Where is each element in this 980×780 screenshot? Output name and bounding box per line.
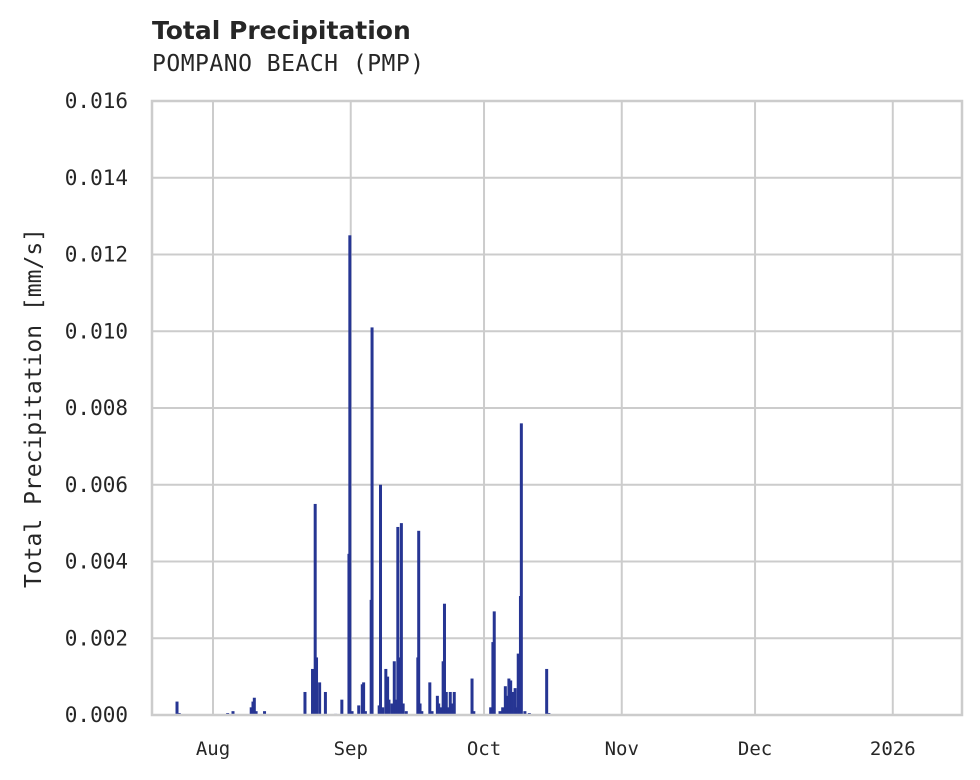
precipitation-bar — [315, 657, 319, 715]
precipitation-bar — [357, 705, 361, 715]
gridlines — [152, 101, 962, 715]
plot-frame — [150, 99, 964, 717]
precipitation-bar — [323, 691, 327, 715]
x-tick-label: Aug — [196, 738, 230, 760]
y-tick-label: 0.014 — [65, 166, 128, 190]
chart-subtitle: POMPANO BEACH (PMP) — [152, 51, 425, 77]
y-tick-label: 0.010 — [65, 319, 128, 343]
chart-title: Total Precipitation — [152, 16, 411, 45]
precipitation-bar — [370, 327, 374, 715]
precipitation-bar — [516, 653, 520, 715]
y-tick-label: 0.002 — [65, 626, 128, 650]
precipitation-bar — [428, 682, 432, 715]
precipitation-bar — [503, 686, 507, 715]
precipitation-bar — [404, 711, 408, 715]
precipitation-bar — [399, 523, 403, 715]
y-tick-label: 0.016 — [65, 89, 128, 113]
precipitation-bar — [231, 711, 235, 715]
precipitation-bar — [513, 688, 517, 715]
x-axis-ticks: Aug Sep Oct Nov Dec 2026 — [196, 738, 916, 760]
precipitation-bar — [417, 530, 421, 715]
precipitation-bar — [249, 707, 253, 715]
precipitation-bar — [350, 711, 354, 715]
precipitation-bar — [430, 711, 434, 715]
precipitation-bar — [489, 707, 493, 715]
precipitation-bar — [507, 678, 511, 715]
precipitation-bar — [437, 703, 441, 715]
x-tick-label: 2026 — [870, 738, 916, 760]
y-tick-label: 0.004 — [65, 550, 128, 574]
precipitation-bar — [384, 668, 388, 715]
precipitation-bar — [418, 703, 422, 715]
precipitation-bar — [509, 680, 513, 715]
precipitation-bar — [505, 695, 509, 715]
precipitation-bar — [498, 711, 502, 715]
precipitation-bar — [381, 707, 385, 715]
precipitation-bar — [472, 711, 476, 715]
x-tick-label: Sep — [334, 738, 368, 760]
precipitation-bar — [545, 668, 549, 715]
precipitation-bar — [303, 691, 307, 715]
precipitation-bar — [444, 691, 448, 715]
precipitation-bar — [394, 699, 398, 715]
precipitation-bar — [313, 503, 317, 715]
precipitation-bar — [392, 661, 396, 715]
precipitation-bar — [452, 691, 456, 715]
y-axis-ticks: 0.000 0.002 0.004 0.006 0.008 0.010 0.012 0.014… — [65, 89, 128, 727]
precipitation-bar — [446, 707, 450, 715]
precipitation-bar — [450, 703, 454, 715]
precipitation-bar — [396, 526, 400, 715]
precipitation-bar — [379, 484, 383, 715]
precipitation-bar — [263, 711, 267, 715]
precipitation-bar — [448, 691, 452, 715]
precipitation-bars — [175, 235, 551, 715]
y-tick-label: 0.000 — [65, 703, 128, 727]
precipitation-bar — [348, 235, 352, 715]
x-tick-label: Dec — [738, 738, 772, 760]
x-tick-label: Nov — [605, 738, 639, 760]
precipitation-bar — [362, 682, 366, 715]
precipitation-bar — [523, 711, 527, 715]
x-tick-label: Oct — [467, 738, 501, 760]
y-tick-label: 0.012 — [65, 243, 128, 267]
precipitation-bar — [318, 682, 322, 715]
y-tick-label: 0.008 — [65, 396, 128, 420]
precipitation-bar — [510, 691, 514, 715]
precipitation-bar — [254, 711, 258, 715]
precipitation-bar — [420, 711, 424, 715]
precipitation-bar — [386, 676, 390, 715]
precipitation-bar — [470, 678, 474, 715]
precipitation-bar — [442, 603, 446, 715]
precipitation-bar — [363, 711, 367, 715]
precipitation-bar — [501, 707, 505, 715]
precipitation-bar — [252, 697, 256, 715]
precipitation-bar — [492, 611, 496, 715]
y-axis-label: Total Precipitation [mm/s] — [21, 228, 47, 588]
precipitation-bar — [175, 701, 179, 715]
precipitation-bar — [439, 707, 443, 715]
precipitation-bar — [311, 668, 315, 715]
precipitation-bar — [340, 699, 344, 715]
precipitation-bar — [387, 699, 391, 715]
precipitation-bar — [519, 423, 523, 715]
precipitation-bar — [390, 703, 394, 715]
precipitation-bar — [401, 703, 405, 715]
y-tick-label: 0.006 — [65, 473, 128, 497]
